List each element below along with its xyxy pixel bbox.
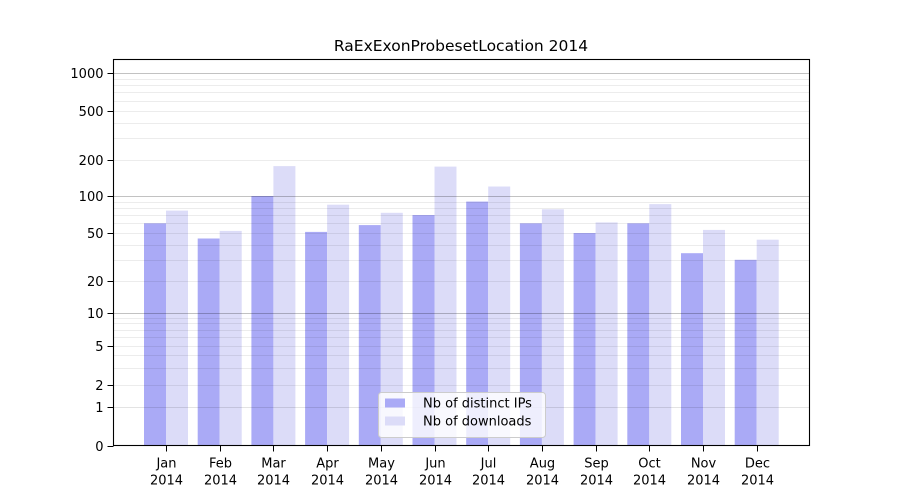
x-tick-year-jun: 2014 [419, 474, 452, 489]
bar-distinct-ips-jun [412, 215, 435, 446]
x-tick-label-may: May [368, 457, 395, 472]
x-tick-label-nov: Nov [691, 457, 717, 472]
bar-distinct-ips-dec [734, 259, 757, 446]
x-tick-label-jan: Jan [155, 457, 176, 472]
y-tick-label-50: 50 [87, 227, 104, 242]
bar-distinct-ips-nov [681, 253, 703, 446]
bar-downloads-sep [595, 222, 618, 446]
legend-label-downloads: Nb of downloads [423, 415, 532, 430]
bar-distinct-ips-may [358, 225, 381, 446]
bar-distinct-ips-feb [197, 238, 220, 446]
bars-layer [144, 166, 779, 446]
y-tick-label-0: 0 [95, 440, 103, 455]
x-tick-label-mar: Mar [261, 457, 286, 472]
x-tick-label-feb: Feb [209, 457, 232, 472]
x-tick-label-aug: Aug [530, 457, 555, 472]
bar-downloads-aug [541, 209, 564, 446]
tick-layer: 0 1 2 5 10 20 50 100 200 500 1000 Jan 2014 Feb 2014 Mar… [70, 67, 774, 489]
x-tick-year-jul: 2014 [472, 474, 505, 489]
bar-downloads-may [380, 212, 403, 446]
grid-layer [113, 73, 810, 408]
x-tick-year-nov: 2014 [687, 474, 720, 489]
x-tick-label-sep: Sep [584, 457, 609, 472]
x-tick-year-feb: 2014 [204, 474, 237, 489]
x-tick-label-jul: Jul [480, 457, 497, 472]
x-tick-label-jun: Jun [424, 457, 445, 472]
bar-downloads-jun [434, 166, 457, 446]
legend: Nb of distinct IPs Nb of downloads [378, 392, 546, 438]
x-tick-year-aug: 2014 [526, 474, 559, 489]
bar-downloads-mar [273, 166, 296, 446]
y-tick-label-200: 200 [79, 154, 104, 169]
legend-label-distinct-ips: Nb of distinct IPs [423, 397, 532, 412]
y-tick-label-5: 5 [95, 340, 103, 355]
bar-downloads-oct [649, 204, 672, 446]
x-tick-year-sep: 2014 [580, 474, 613, 489]
y-tick-label-500: 500 [79, 105, 104, 120]
chart-title: RaExExonProbesetLocation 2014 [334, 37, 588, 55]
bar-downloads-dec [756, 239, 779, 446]
bar-downloads-jul [488, 186, 511, 446]
y-tick-label-1000: 1000 [70, 67, 103, 82]
x-tick-label-apr: Apr [316, 457, 339, 472]
bar-distinct-ips-mar [251, 196, 274, 446]
bar-distinct-ips-jul [466, 201, 489, 446]
bar-distinct-ips-aug [519, 223, 542, 446]
y-tick-label-1: 1 [95, 401, 103, 416]
x-tick-label-dec: Dec [745, 457, 770, 472]
x-tick-year-oct: 2014 [633, 474, 666, 489]
bar-downloads-jan [166, 210, 188, 446]
legend-box [378, 392, 546, 438]
axes-layer [112, 58, 811, 447]
x-tick-year-mar: 2014 [257, 474, 290, 489]
legend-swatch-distinct-ips-icon [385, 398, 405, 408]
bar-distinct-ips-apr [305, 231, 328, 446]
y-tick-label-10: 10 [87, 307, 104, 322]
plot-border [112, 58, 811, 447]
x-tick-year-may: 2014 [365, 474, 398, 489]
x-tick-label-oct: Oct [638, 457, 660, 472]
x-tick-year-dec: 2014 [741, 474, 774, 489]
bar-downloads-feb [219, 230, 242, 446]
y-tick-label-100: 100 [79, 190, 104, 205]
y-tick-label-2: 2 [95, 379, 103, 394]
x-tick-year-apr: 2014 [311, 474, 344, 489]
y-tick-label-20: 20 [87, 275, 104, 290]
bar-distinct-ips-sep [573, 233, 596, 446]
legend-swatch-downloads-icon [385, 416, 405, 426]
bar-distinct-ips-oct [627, 223, 650, 446]
bar-downloads-nov [703, 229, 725, 446]
x-tick-year-jan: 2014 [150, 474, 183, 489]
bar-downloads-apr [327, 204, 350, 446]
bar-distinct-ips-jan [144, 223, 166, 446]
